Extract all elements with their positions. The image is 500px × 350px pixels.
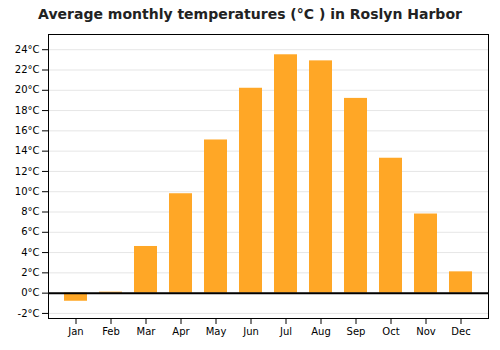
svg-text:Oct: Oct [382, 326, 399, 337]
svg-text:10°C: 10°C [15, 186, 40, 197]
svg-text:Jun: Jun [242, 326, 259, 337]
svg-text:Sep: Sep [347, 326, 366, 337]
svg-text:6°C: 6°C [21, 226, 39, 237]
html-text:Average monthly temperatures (: Average monthly temperatures (°C ) in Ro… [38, 6, 462, 22]
svg-text:Mar: Mar [137, 326, 157, 337]
svg-text:Feb: Feb [102, 326, 120, 337]
svg-text:Jan: Jan [67, 326, 83, 337]
svg-text:22°C: 22°C [15, 64, 40, 75]
svg-text:14°C: 14°C [15, 145, 40, 156]
svg-text:Nov: Nov [416, 326, 436, 337]
svg-text:24°C: 24°C [15, 44, 40, 55]
svg-text:16°C: 16°C [15, 125, 40, 136]
svg-text:18°C: 18°C [15, 105, 40, 116]
svg-text:8°C: 8°C [21, 206, 39, 217]
svg-text:4°C: 4°C [21, 247, 39, 258]
svg-text:Dec: Dec [451, 326, 470, 337]
svg-text:12°C: 12°C [15, 166, 40, 177]
svg-text:Apr: Apr [172, 326, 190, 337]
svg-text:0°C: 0°C [21, 287, 39, 298]
svg-text:Jul: Jul [279, 326, 292, 337]
svg-text:May: May [206, 326, 227, 337]
svg-text:2°C: 2°C [21, 267, 39, 278]
svg-text:20°C: 20°C [15, 84, 40, 95]
svg-text:-2°C: -2°C [18, 308, 40, 319]
svg-text:Aug: Aug [311, 326, 331, 337]
